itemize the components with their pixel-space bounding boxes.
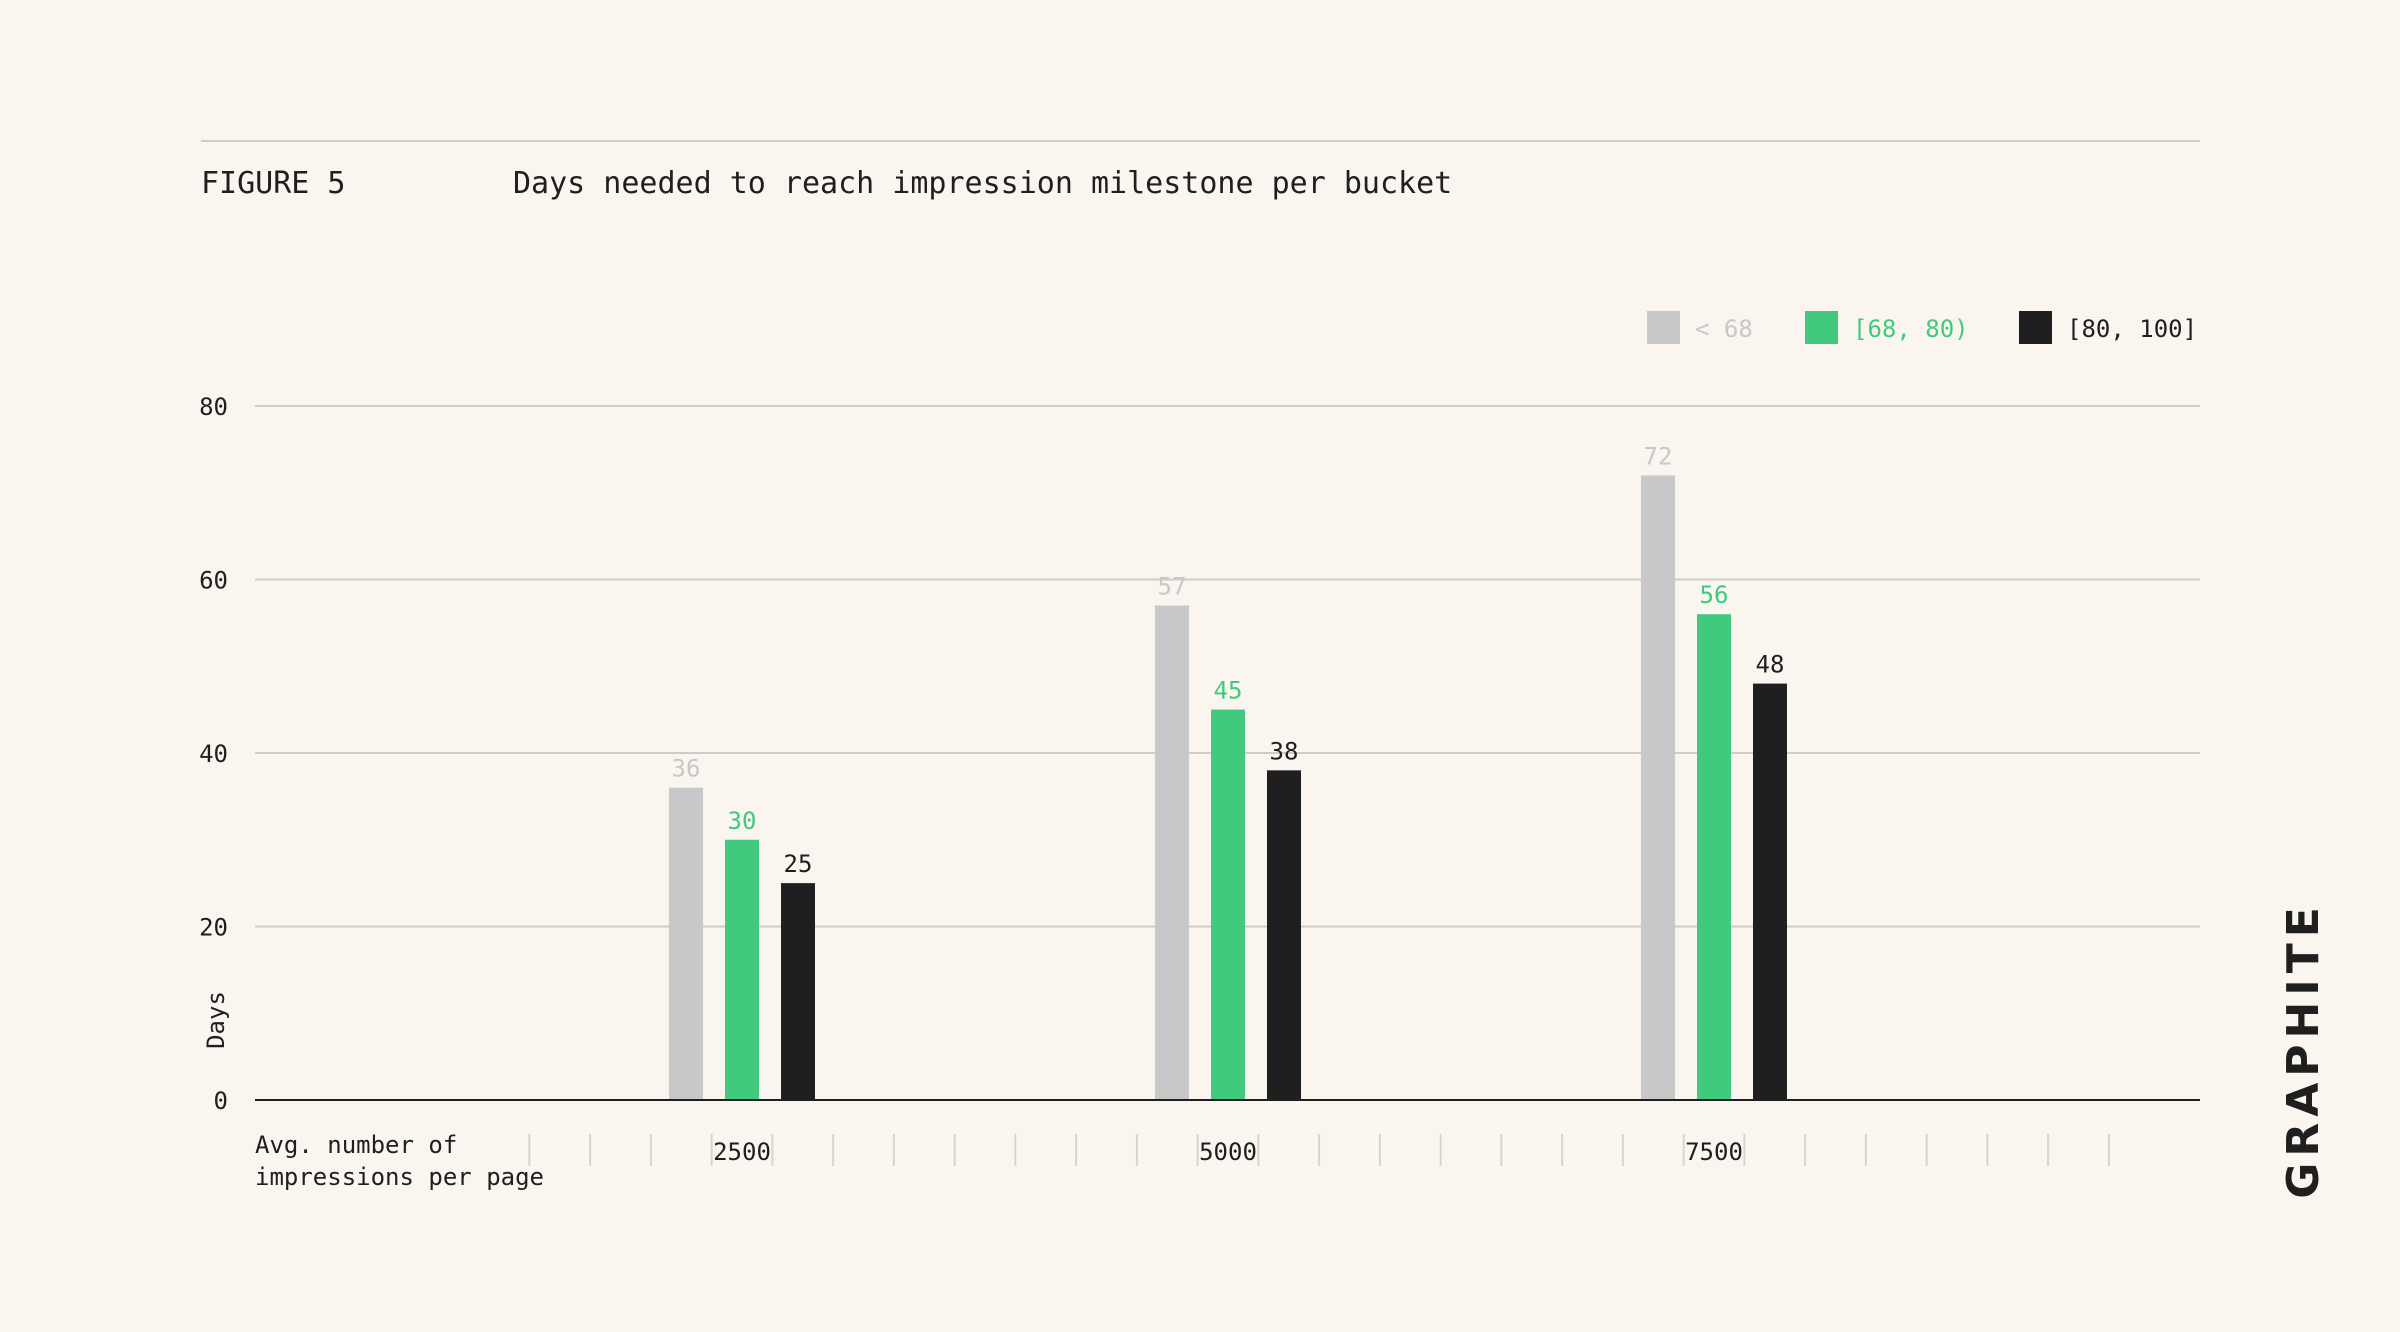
legend-label: [80, 100] — [2067, 315, 2197, 343]
x-axis-label: Avg. number of impressions per page — [255, 1131, 544, 1191]
y-tick-label: 60 — [199, 567, 228, 595]
bar-value-label: 30 — [728, 807, 757, 835]
y-tick-label: 0 — [214, 1087, 228, 1115]
bar-value-label: 57 — [1158, 573, 1187, 601]
bar-value-label: 48 — [1756, 651, 1785, 679]
legend-label: [68, 80) — [1853, 315, 1969, 343]
legend-swatch — [1805, 311, 1838, 344]
brand-logo: GRAPHITE — [2278, 901, 2329, 1199]
bars — [669, 475, 1787, 1100]
bar-value-labels: 36 57 72 30 45 56 25 38 48 — [672, 442, 1785, 878]
x-axis-ticks: 2500 5000 7500 — [528, 1134, 2110, 1166]
bar — [1697, 614, 1731, 1100]
legend: < 68 [68, 80) [80, 100] — [1647, 311, 2197, 344]
x-axis-label-line-1: Avg. number of — [255, 1131, 457, 1159]
bar — [781, 883, 815, 1100]
bar — [669, 787, 703, 1100]
bar-value-label: 45 — [1214, 677, 1243, 705]
y-axis-label: Days — [202, 991, 230, 1049]
x-tick-label: 7500 — [1685, 1138, 1743, 1166]
x-tick-label: 2500 — [713, 1138, 771, 1166]
legend-label: < 68 — [1695, 315, 1753, 343]
bar-value-label: 72 — [1644, 442, 1673, 470]
bar — [1155, 605, 1189, 1100]
bar-value-label: 36 — [672, 755, 701, 783]
bar — [1641, 475, 1675, 1100]
bar-value-label: 38 — [1270, 737, 1299, 765]
y-tick-label: 80 — [199, 393, 228, 421]
y-tick-label: 40 — [199, 740, 228, 768]
legend-swatch — [1647, 311, 1680, 344]
bar — [1267, 770, 1301, 1100]
figure-label: FIGURE 5 — [201, 166, 346, 201]
x-tick-label: 5000 — [1199, 1138, 1257, 1166]
y-tick-label: 20 — [199, 914, 228, 942]
bar-value-label: 56 — [1700, 581, 1729, 609]
chart-title: Days needed to reach impression mileston… — [513, 166, 1452, 201]
x-axis-label-line-2: impressions per page — [255, 1163, 544, 1191]
legend-swatch — [2019, 311, 2052, 344]
y-axis-ticks: 0 20 40 60 80 — [199, 393, 228, 1115]
bar — [1211, 709, 1245, 1100]
bar — [725, 839, 759, 1100]
bar — [1753, 683, 1787, 1100]
bar-value-label: 25 — [784, 850, 813, 878]
